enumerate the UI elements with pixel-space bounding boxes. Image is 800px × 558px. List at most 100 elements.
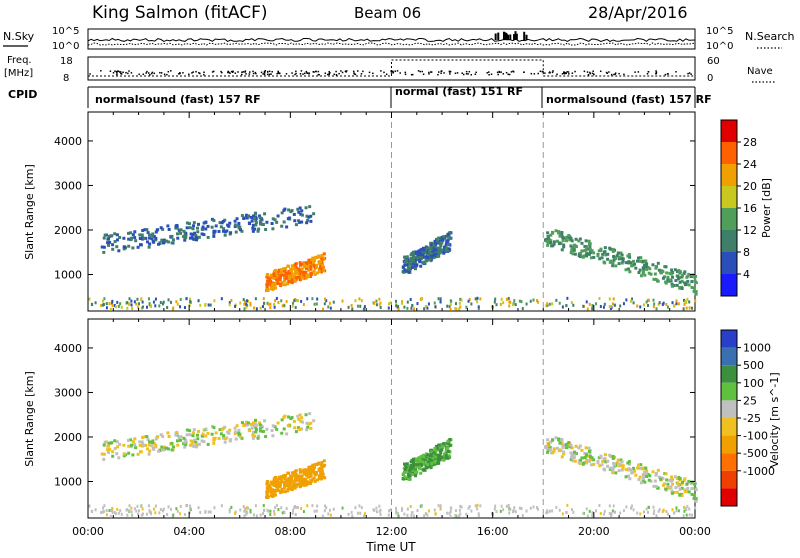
nsky-tick-top: 10^5 [52,26,79,37]
velocity-ground-scatter-cell [401,507,404,511]
velocity-echo-cell [283,481,287,485]
velocity-echo-cell [562,452,566,456]
velocity-ground-scatter-cell [176,509,179,513]
power-echo-cell [251,216,255,220]
power-echo-cell [284,266,288,270]
power-ground-scatter-cell [283,304,286,308]
velocity-echo-cell [293,479,297,483]
velocity-echo-cell [435,444,439,448]
velocity-ground-scatter-cell [249,510,252,514]
velocity-ground-scatter-cell [586,514,589,518]
freq-point [440,70,443,72]
velocity-ground-scatter-cell [105,509,108,513]
velocity-ground-scatter-cell [141,512,144,516]
power-ground-scatter-cell [360,299,363,303]
velocity-ground-scatter-cell [459,504,462,508]
power-echo-cell [432,244,436,248]
power-echo-cell [201,225,205,229]
power-echo-cell [627,260,631,264]
velocity-echo-cell [290,474,294,478]
velocity-echo-cell [569,444,573,448]
velocity-ground-scatter-cell [595,509,598,513]
power-echo-cell [446,232,450,236]
velocity-colorbar-cell [721,347,737,366]
power-echo-cell [687,272,691,276]
velocity-ground-scatter-cell [130,510,133,514]
power-echo-cell [433,239,437,243]
velocity-echo-cell [102,452,106,456]
velocity-echo-cell [147,452,151,456]
velocity-echo-cell [254,430,258,434]
velocity-echo-cell [430,450,434,454]
velocity-echo-cell [312,419,316,423]
freq-point [306,72,308,74]
velocity-echo-cell [320,475,324,479]
power-echo-cell [122,245,126,249]
power-echo-cell [588,244,592,248]
freq-point [552,70,554,72]
velocity-echo-cell [133,443,137,447]
power-ground-scatter-cell [162,300,165,304]
power-echo-cell [233,219,237,223]
velocity-echo-cell [406,472,410,476]
freq-point [563,72,566,75]
power-echo-cell [641,272,645,276]
velocity-ground-scatter-cell [378,504,381,508]
velocity-echo-cell [308,467,312,471]
power-echo-cell [122,236,126,240]
power-echo-cell [617,257,621,261]
power-echo-cell [424,245,428,249]
velocity-echo-cell [621,466,625,470]
velocity-echo-cell [196,429,200,433]
freq-point [655,70,657,72]
velocity-echo-cell [146,447,150,451]
velocity-echo-cell [638,466,642,470]
power-ground-scatter-cell [439,297,442,301]
velocity-echo-cell [649,479,653,483]
power-echo-cell [592,255,596,259]
power-echo-cell [621,259,625,263]
freq-point [488,73,490,76]
power-ground-scatter-cell [213,299,216,303]
velocity-echo-cell [600,463,604,467]
velocity-echo-cell [440,442,444,446]
power-echo-cell [179,228,183,232]
x-tick-labels: 00:00 04:00 08:00 12:00 16:00 20:00 00:00 [72,525,711,538]
velocity-echo-cell [583,451,587,455]
power-ground-scatter-cell [245,302,248,306]
power-echo-cell [633,262,637,266]
velocity-ground-scatter-cell [94,508,97,512]
velocity-echo-cell [587,446,591,450]
power-ground-scatter-cell [378,303,381,307]
velocity-colorbar-tick-label: 500 [743,359,764,372]
velocity-ground-scatter-cell [598,504,601,508]
velocity-echo-cell [562,450,566,454]
velocity-ytick-label: 4000 [54,342,82,355]
power-ground-scatter-cell [437,297,440,301]
velocity-echo-cell [290,478,294,482]
power-ground-scatter-cell [548,302,551,306]
velocity-echo-cell [612,465,616,469]
power-ground-scatter-cell [508,304,511,308]
velocity-echo-cell [152,447,156,451]
velocity-echo-cell [238,432,242,436]
velocity-echo-cell [278,483,282,487]
freq-point [566,71,568,73]
power-ground-scatter-cell [507,296,510,300]
velocity-echo-cell [442,452,446,456]
velocity-echo-cell [641,479,645,483]
velocity-echo-cell [265,482,269,486]
velocity-echo-cell [166,431,170,435]
velocity-echo-cell [425,466,429,470]
power-echo-cell [312,269,316,273]
power-ground-scatter-cell [141,300,144,304]
velocity-echo-cell [302,471,306,475]
power-echo-cell [584,253,588,257]
velocity-echo-cell [309,426,313,430]
velocity-ground-scatter-cell [657,509,660,513]
power-ground-scatter-cell [409,297,412,301]
power-echo-cell [148,236,152,240]
velocity-echo-cell [608,453,612,457]
power-echo-cell [242,216,246,220]
